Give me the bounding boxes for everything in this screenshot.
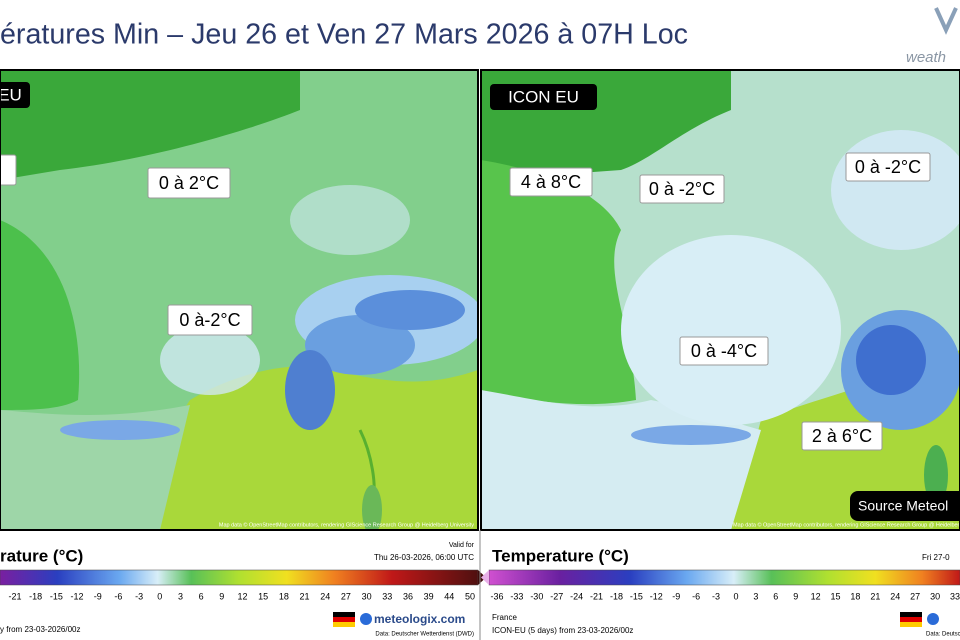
right-color-scale xyxy=(488,569,960,586)
left-color-scale xyxy=(0,569,479,586)
scale-label: 33 xyxy=(382,591,392,601)
legend-text: Thu 26-03-2026, 06:00 UTC xyxy=(374,553,474,562)
label-box xyxy=(147,167,231,199)
scale-label: 9 xyxy=(793,591,798,601)
scale-label: 9 xyxy=(219,591,224,601)
temperature-label: 0 à 2°C xyxy=(159,173,219,193)
scale-label: -3 xyxy=(135,591,143,601)
legend-text: Data: Deutscher Wetterdienst (DWD) xyxy=(375,632,474,638)
scale-label: 6 xyxy=(199,591,204,601)
site-icon xyxy=(927,613,939,625)
temperature-label: 0 à -2°C xyxy=(855,157,921,177)
model-badge xyxy=(490,84,597,110)
source-badge xyxy=(850,491,960,521)
scale-label: -12 xyxy=(71,591,84,601)
scale-label: -3 xyxy=(712,591,720,601)
scale-label: 12 xyxy=(811,591,821,601)
legend-text: Fri 27-0 xyxy=(922,553,950,562)
scale-label: 27 xyxy=(910,591,920,601)
right-flag xyxy=(900,612,922,627)
temperature-label: 0 à -2°C xyxy=(649,179,715,199)
scale-label: -24 xyxy=(570,591,583,601)
map-attribution: Map data © OpenStreetMap contributors, r… xyxy=(219,521,474,528)
map-attribution: Map data © OpenStreetMap contributors, r… xyxy=(733,521,960,528)
scale-label: 18 xyxy=(850,591,860,601)
scale-label: -33 xyxy=(510,591,523,601)
right-scale-arrow xyxy=(481,570,489,585)
model-badge xyxy=(0,82,30,108)
scale-label: 6 xyxy=(773,591,778,601)
legend-text: Data: Deutsc xyxy=(926,632,960,638)
scale-label: -36 xyxy=(490,591,503,601)
model-label: ICON EU xyxy=(508,87,579,106)
scale-label: 30 xyxy=(362,591,372,601)
temperature-label: 0 à -4°C xyxy=(691,341,757,361)
scale-label: 3 xyxy=(178,591,183,601)
scale-label: -12 xyxy=(650,591,663,601)
page-title: ératures Min – Jeu 26 et Ven 27 Mars 202… xyxy=(0,19,688,51)
label-box xyxy=(679,336,769,366)
scale-label: 15 xyxy=(831,591,841,601)
logo-text: weath xyxy=(906,49,946,66)
scale-label: -6 xyxy=(692,591,700,601)
scale-label: 15 xyxy=(258,591,268,601)
scale-label: -21 xyxy=(590,591,603,601)
legend-title: rature (°C) xyxy=(0,546,83,565)
scale-label: 12 xyxy=(237,591,247,601)
scale-label: -30 xyxy=(530,591,543,601)
scale-label: -18 xyxy=(610,591,623,601)
label-box xyxy=(801,421,883,451)
scale-label: 50 xyxy=(465,591,475,601)
legend-text: ICON-EU (5 days) from 23-03-2026/00z xyxy=(492,626,633,635)
right-map-border xyxy=(480,69,960,531)
scale-label: 30 xyxy=(930,591,940,601)
scale-label: 36 xyxy=(403,591,413,601)
scale-label: 3 xyxy=(753,591,758,601)
scale-label: 0 xyxy=(157,591,162,601)
legend-title: Temperature (°C) xyxy=(492,546,629,565)
scale-label: 33 xyxy=(950,591,960,601)
site-icon xyxy=(360,613,372,625)
scale-label: 18 xyxy=(279,591,289,601)
right-map: ICON EU 4 à 8°C 0 à -2°C 0 à -2°C 0 à -4°C 2 … xyxy=(481,70,960,530)
source-label: Source Meteol xyxy=(858,498,948,514)
label-box xyxy=(0,154,17,186)
scale-label: -6 xyxy=(114,591,122,601)
temperature-label: 4 à 8°C xyxy=(521,172,581,192)
label-box xyxy=(167,304,253,336)
legend-text: Valid for xyxy=(449,542,475,549)
label-box xyxy=(509,167,593,197)
label-box xyxy=(639,174,725,204)
logo-mark xyxy=(934,7,958,35)
scale-label: 39 xyxy=(424,591,434,601)
scale-label: 21 xyxy=(300,591,310,601)
scale-label: -18 xyxy=(29,591,42,601)
scale-label: -15 xyxy=(50,591,63,601)
label-box xyxy=(845,152,931,182)
scale-label: 44 xyxy=(444,591,454,601)
legend-text: France xyxy=(492,613,517,622)
temperature-label: 0 à-2°C xyxy=(179,310,240,330)
scale-label: 0 xyxy=(733,591,738,601)
scale-label: 21 xyxy=(870,591,880,601)
scale-label: 24 xyxy=(320,591,330,601)
site-name: meteologix.com xyxy=(374,612,465,626)
scale-label: 27 xyxy=(341,591,351,601)
left-map-border xyxy=(0,69,479,531)
left-flag xyxy=(333,612,355,627)
scale-label: -9 xyxy=(94,591,102,601)
scale-label: -9 xyxy=(672,591,680,601)
legend-text: y from 23-03-2026/00z xyxy=(0,625,81,634)
scale-label: -21 xyxy=(8,591,21,601)
scale-label: 24 xyxy=(890,591,900,601)
model-label: EU xyxy=(0,85,22,104)
scale-label: -15 xyxy=(630,591,643,601)
temperature-label: 2 à 6°C xyxy=(812,426,872,446)
scale-label: -27 xyxy=(550,591,563,601)
